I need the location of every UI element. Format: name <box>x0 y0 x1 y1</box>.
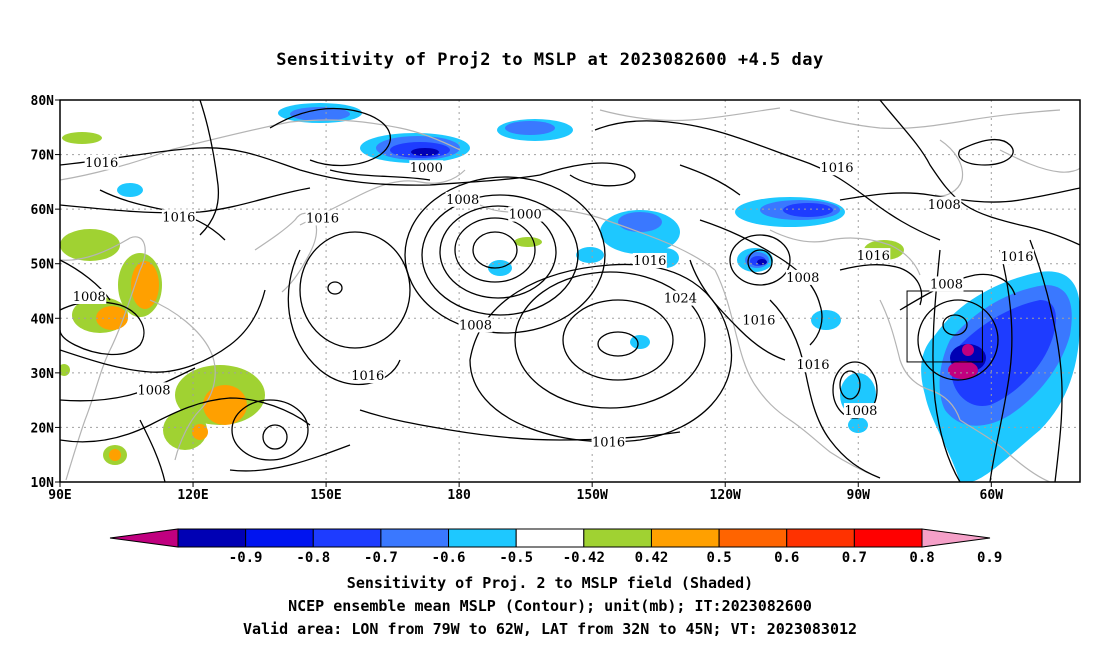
contour-label-bg <box>856 248 891 264</box>
lon-label: 180 <box>447 488 471 503</box>
colorbar-segment <box>312 528 382 548</box>
colorbar-segment <box>786 528 855 548</box>
contour-label: 1008 <box>930 277 963 292</box>
contour-label-bg <box>819 160 854 176</box>
contour-label: 1016 <box>742 313 775 328</box>
contour-label: 1016 <box>351 369 384 384</box>
contour-label-bg <box>796 357 831 373</box>
contour-label-bg <box>445 191 480 207</box>
colorbar-label: -0.8 <box>296 550 330 566</box>
colorbar-segment <box>583 528 652 548</box>
contour-label-bg <box>305 210 340 226</box>
contour-label-bg <box>1000 249 1035 265</box>
colorbar-label: 0.9 <box>977 550 1002 566</box>
contour-label: 1008 <box>137 383 170 398</box>
contour-label: 1000 <box>509 208 542 223</box>
colorbar-segment <box>245 528 314 548</box>
lat-label: 70N <box>31 149 55 164</box>
plot-title: Sensitivity of Proj2 to MSLP at 20230826… <box>276 50 824 70</box>
colorbar-segment <box>177 528 247 548</box>
lon-label: 90W <box>847 488 871 503</box>
contour-label-bg <box>458 317 493 333</box>
contour-label-bg <box>741 312 776 328</box>
contour-label-bg <box>929 276 964 292</box>
colorbar: -0.9 -0.8 -0.7 -0.6 -0.5 -0.42 0.42 0.5 0.6 0.7 0.… <box>109 528 1002 566</box>
lon-label: 120E <box>177 488 208 503</box>
colorbar-label: -0.7 <box>364 550 398 566</box>
lon-label: 90E <box>48 488 71 503</box>
lat-label: 80N <box>31 94 55 109</box>
footer-line-3: Valid area: LON from 79W to 62W, LAT fro… <box>242 620 858 638</box>
contour-label-bg <box>409 160 444 176</box>
contour-label: 1016 <box>162 210 195 225</box>
contour-label: 1008 <box>73 290 106 305</box>
shade-orange <box>96 261 247 461</box>
colorbar-label: -0.6 <box>432 550 466 566</box>
graticule <box>60 100 1080 482</box>
map-border <box>59 99 1081 483</box>
contour-label: 1008 <box>446 193 479 208</box>
contour-label: 1024 <box>664 292 697 307</box>
contour-label: 1008 <box>459 318 492 333</box>
colorbar-segment <box>448 528 517 548</box>
colorbar-label: 0.7 <box>842 550 867 566</box>
lat-label: 50N <box>31 258 55 273</box>
contour-label: 1016 <box>85 156 118 171</box>
colorbar-segment <box>515 528 585 548</box>
contour-label: 1016 <box>306 211 339 226</box>
colorbar-label: 0.6 <box>774 550 799 566</box>
colorbar-segment <box>718 528 788 548</box>
contour-label-bg <box>508 206 543 222</box>
colorbar-label: 0.8 <box>909 550 934 566</box>
contour-label: 1016 <box>820 161 853 176</box>
contour-label-bg <box>843 403 878 419</box>
colorbar-label: 0.42 <box>635 550 669 566</box>
lon-label: 150W <box>577 488 608 503</box>
contour-label: 1016 <box>857 249 890 264</box>
contour-label-bg <box>72 289 107 305</box>
colorbar-extend-min <box>109 528 179 548</box>
contour-label-bg <box>350 368 385 384</box>
contour-label: 1016 <box>796 358 829 373</box>
lon-label: 150E <box>310 488 341 503</box>
colorbar-label: 0.5 <box>706 550 731 566</box>
colorbar-segment <box>380 528 450 548</box>
shade-magenta <box>948 344 978 379</box>
colorbar-label: -0.9 <box>229 550 263 566</box>
contour-label: 1008 <box>844 404 877 419</box>
contour-label-bg <box>137 382 172 398</box>
contour-label-bg <box>591 434 626 450</box>
colorbar-segment <box>650 528 720 548</box>
lon-label: 120W <box>710 488 741 503</box>
contour-label-bg <box>84 154 119 170</box>
colorbar-segment <box>853 528 923 548</box>
contour-label: 1000 <box>410 161 443 176</box>
contour-label-bg <box>663 290 698 306</box>
axes: 90E 120E 150E 180 150W 120W 90W 60W 80N 70N 60N 50N… <box>31 94 1004 503</box>
contour-label: 1008 <box>928 198 961 213</box>
contour-label: 1016 <box>633 254 666 269</box>
colorbar-extend-max <box>921 528 991 548</box>
contour-label-bg <box>632 252 667 268</box>
lat-label: 30N <box>31 367 55 382</box>
footer-line-2: NCEP ensemble mean MSLP (Contour); unit(… <box>288 597 812 615</box>
contour-label: 1016 <box>592 436 625 451</box>
colorbar-label: -0.5 <box>499 550 533 566</box>
lat-label: 20N <box>31 421 55 436</box>
mslp-contours <box>60 100 1080 482</box>
contour-label-bg <box>927 196 962 212</box>
contour-label-bg <box>785 269 820 285</box>
colorbar-label: -0.42 <box>563 550 605 566</box>
lat-label: 40N <box>31 312 55 327</box>
contour-label: 1008 <box>786 271 819 286</box>
footer-line-1: Sensitivity of Proj. 2 to MSLP field (Sh… <box>346 574 754 592</box>
lat-label: 10N <box>31 476 55 491</box>
lon-label: 60W <box>980 488 1004 503</box>
lat-label: 60N <box>31 203 55 218</box>
contour-label: 1016 <box>1000 250 1033 265</box>
contour-labels: 1016 1000 1016 1008 1008 1016 1016 1000 1016 1016… <box>72 154 1035 451</box>
contour-label-bg <box>161 209 196 225</box>
